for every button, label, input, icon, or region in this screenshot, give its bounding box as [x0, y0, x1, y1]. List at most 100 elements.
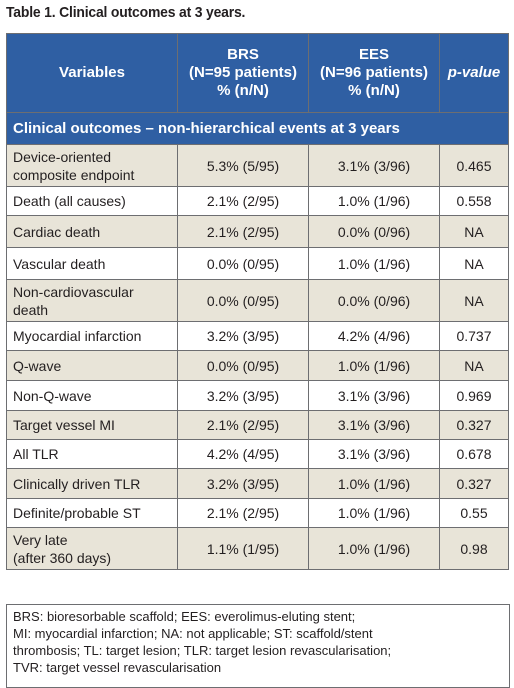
p-value: NA — [439, 215, 509, 248]
table-caption: Table 1. Clinical outcomes at 3 years. — [6, 4, 246, 21]
table-row: Very late (after 360 days) 1.1% (1/95) 1.0%… — [6, 527, 509, 570]
row-label-line1: Clinically driven TLR — [13, 475, 141, 492]
row-label: Very late (after 360 days) — [6, 527, 178, 570]
header-brs-line3: % (n/N) — [217, 82, 269, 99]
brs-value: 3.2% (3/95) — [177, 321, 309, 351]
row-label-line2: composite endpoint — [13, 166, 135, 183]
ees-value: 4.2% (4/96) — [308, 321, 440, 351]
footnote-line: TVR: target vessel revascularisation — [13, 660, 222, 675]
table-footnote: BRS: bioresorbable scaffold; EES: everol… — [6, 604, 510, 688]
row-label-line2: (after 360 days) — [13, 549, 112, 566]
p-value: 0.969 — [439, 380, 509, 411]
row-label: Non-Q-wave — [6, 380, 178, 411]
p-value: 0.558 — [439, 186, 509, 216]
p-value: 0.327 — [439, 410, 509, 440]
brs-value: 5.3% (5/95) — [177, 144, 309, 187]
row-label-line1: Non-cardiovascular — [13, 283, 134, 300]
table-row: Non-Q-wave 3.2% (3/95) 3.1% (3/96) 0.969 — [6, 380, 509, 411]
table-row: Definite/probable ST 2.1% (2/95) 1.0% (1/9… — [6, 498, 509, 528]
row-label: All TLR — [6, 439, 178, 469]
header-row: Variables BRS (N=95 patients) % (n/N) EE… — [6, 33, 509, 113]
table-row: Cardiac death 2.1% (2/95) 0.0% (0/96) NA — [6, 215, 509, 248]
brs-value: 2.1% (2/95) — [177, 215, 309, 248]
table-row: Myocardial infarction 3.2% (3/95) 4.2% (4/… — [6, 321, 509, 351]
ees-value: 3.1% (3/96) — [308, 144, 440, 187]
header-brs-line1: BRS — [227, 46, 259, 63]
table-row: Device-oriented composite endpoint 5.3% (5… — [6, 144, 509, 187]
p-value: NA — [439, 247, 509, 280]
row-label-line1: Definite/probable ST — [13, 505, 141, 521]
header-pvalue: p-value — [439, 33, 509, 113]
ees-value: 0.0% (0/96) — [308, 279, 440, 322]
row-label: Device-oriented composite endpoint — [6, 144, 178, 187]
table-row: All TLR 4.2% (4/95) 3.1% (3/96) 0.678 — [6, 439, 509, 469]
header-ees-line1: EES — [358, 46, 389, 63]
footnote-line: MI: myocardial infarction; NA: not appli… — [13, 626, 373, 641]
header-ees-line3: % (n/N) — [348, 82, 400, 99]
brs-value: 2.1% (2/95) — [177, 410, 309, 440]
brs-value: 2.1% (2/95) — [177, 498, 309, 528]
p-value: NA — [439, 279, 509, 322]
table-row: Q-wave 0.0% (0/95) 1.0% (1/96) NA — [6, 350, 509, 381]
ees-value: 3.1% (3/96) — [308, 380, 440, 411]
table-row: Non-cardiovascular death 0.0% (0/95) 0.0% (… — [6, 279, 509, 322]
row-label-line1: Death (all causes) — [13, 193, 126, 209]
row-label-line2: death — [13, 301, 49, 318]
header-variables: Variables — [6, 33, 178, 113]
header-ees-line2: (N=96 patients) — [320, 64, 428, 81]
p-value: 0.737 — [439, 321, 509, 351]
row-label-line1: Device-oriented — [13, 148, 112, 165]
row-label: Vascular death — [6, 247, 178, 280]
table-row: Clinically driven TLR 3.2% (3/95) 1.0% (1/… — [6, 468, 509, 499]
row-label-line1: Target vessel MI — [13, 417, 115, 433]
row-label-line1: Vascular death — [13, 255, 106, 272]
p-value: 0.55 — [439, 498, 509, 528]
ees-value: 0.0% (0/96) — [308, 215, 440, 248]
ees-value: 1.0% (1/96) — [308, 527, 440, 570]
row-label: Cardiac death — [6, 215, 178, 248]
ees-value: 1.0% (1/96) — [308, 468, 440, 499]
section-row: Clinical outcomes – non-hierarchical eve… — [6, 112, 509, 145]
p-value: 0.98 — [439, 527, 509, 570]
row-label: Non-cardiovascular death — [6, 279, 178, 322]
brs-value: 4.2% (4/95) — [177, 439, 309, 469]
footnote-line: thrombosis; TL: target lesion; TLR: targ… — [13, 643, 392, 658]
brs-value: 0.0% (0/95) — [177, 350, 309, 381]
p-value: 0.465 — [439, 144, 509, 187]
ees-value: 1.0% (1/96) — [308, 498, 440, 528]
brs-value: 0.0% (0/95) — [177, 279, 309, 322]
row-label-line1: Q-wave — [13, 357, 62, 374]
row-label-line1: Very late — [13, 531, 68, 548]
row-label-line1: Non-Q-wave — [13, 387, 92, 404]
brs-value: 1.1% (1/95) — [177, 527, 309, 570]
ees-value: 1.0% (1/96) — [308, 186, 440, 216]
ees-value: 3.1% (3/96) — [308, 410, 440, 440]
ees-value: 1.0% (1/96) — [308, 350, 440, 381]
table-row: Death (all causes) 2.1% (2/95) 1.0% (1/96)… — [6, 186, 509, 216]
clinical-outcomes-table: Variables BRS (N=95 patients) % (n/N) EE… — [6, 33, 509, 570]
footnote-line: BRS: bioresorbable scaffold; EES: everol… — [13, 609, 356, 624]
header-brs-line2: (N=95 patients) — [189, 64, 297, 81]
brs-value: 3.2% (3/95) — [177, 468, 309, 499]
row-label: Target vessel MI — [6, 410, 178, 440]
ees-value: 1.0% (1/96) — [308, 247, 440, 280]
p-value: NA — [439, 350, 509, 381]
row-label: Definite/probable ST — [6, 498, 178, 528]
row-label: Clinically driven TLR — [6, 468, 178, 499]
row-label-line1: Myocardial infarction — [13, 328, 142, 344]
header-brs: BRS (N=95 patients) % (n/N) — [177, 33, 309, 113]
p-value: 0.327 — [439, 468, 509, 499]
header-pvalue-text: p-value — [447, 64, 501, 81]
table-row: Vascular death 0.0% (0/95) 1.0% (1/96) NA — [6, 247, 509, 280]
header-ees: EES (N=96 patients) % (n/N) — [308, 33, 440, 113]
brs-value: 2.1% (2/95) — [177, 186, 309, 216]
row-label: Q-wave — [6, 350, 178, 381]
row-label: Myocardial infarction — [6, 321, 178, 351]
section-title: Clinical outcomes – non-hierarchical eve… — [6, 112, 509, 145]
row-label-line1: All TLR — [13, 446, 59, 462]
table-row: Target vessel MI 2.1% (2/95) 3.1% (3/96) 0.… — [6, 410, 509, 440]
brs-value: 0.0% (0/95) — [177, 247, 309, 280]
row-label-line1: Cardiac death — [13, 223, 101, 240]
row-label: Death (all causes) — [6, 186, 178, 216]
ees-value: 3.1% (3/96) — [308, 439, 440, 469]
